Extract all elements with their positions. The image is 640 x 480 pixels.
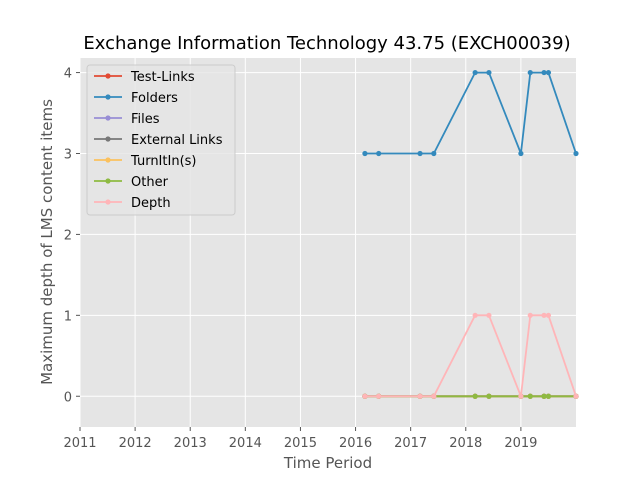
data-point [362, 150, 368, 157]
x-tick-label: 2013 [174, 436, 207, 451]
legend-marker [105, 157, 111, 163]
y-tick-label: 4 [64, 67, 72, 82]
legend-entry: Other [94, 175, 169, 190]
x-tick-label: 2017 [394, 436, 427, 451]
legend-marker [105, 73, 111, 79]
x-tick-label: 2012 [119, 436, 152, 451]
x-tick-label: 2018 [449, 436, 482, 451]
data-point [486, 69, 492, 76]
legend-label: Test-Links [130, 70, 195, 85]
data-point [541, 69, 547, 76]
data-point [362, 393, 368, 399]
data-point [573, 150, 579, 157]
data-point [545, 69, 552, 76]
data-point [541, 393, 547, 399]
legend: Test-Links Folders Files External Links Turn… [86, 64, 236, 216]
legend-label: Other [131, 175, 169, 190]
data-point [527, 69, 533, 76]
x-tick-label: 2011 [63, 436, 96, 451]
x-tick-label: 2014 [229, 436, 262, 451]
y-axis-title: Maximum depth of LMS content items [38, 99, 56, 385]
legend-marker [105, 178, 111, 184]
y-tick-label: 1 [64, 309, 72, 324]
legend-entry: Test-Links [94, 70, 195, 85]
data-point [518, 393, 524, 399]
data-point [417, 150, 423, 157]
legend-label: Folders [131, 91, 178, 106]
legend-label: Files [131, 112, 160, 127]
x-tick-label: 2019 [504, 436, 537, 451]
legend-entry: Folders [94, 91, 178, 106]
data-point [431, 393, 437, 399]
data-point [472, 312, 478, 318]
legend-entry: TurnItIn(s) [94, 154, 196, 169]
data-point [573, 393, 579, 399]
x-tick-label: 2016 [339, 436, 372, 451]
data-point [472, 393, 478, 399]
legend-marker [105, 94, 111, 100]
y-tick-label: 3 [64, 147, 72, 162]
data-point [518, 150, 524, 157]
data-point [376, 393, 382, 399]
legend-label: External Links [131, 133, 223, 148]
legend-entry: Depth [94, 196, 171, 211]
data-point [486, 393, 492, 399]
legend-marker [105, 199, 111, 205]
legend-marker [105, 115, 111, 121]
series-lines [362, 69, 579, 399]
legend-entry: Files [94, 112, 160, 127]
chart-title: Exchange Information Technology 43.75 (E… [83, 33, 570, 54]
data-point [376, 150, 382, 157]
legend-label: TurnItIn(s) [130, 154, 196, 169]
data-point [545, 393, 552, 399]
y-tick-label: 2 [64, 228, 72, 243]
data-point [527, 393, 533, 399]
legend-marker [105, 136, 111, 142]
series-depth [362, 312, 579, 399]
tick-labels: 2011 2012 2013 2014 2015 2016 2017 2018 2019 0 1 2 3… [63, 67, 537, 451]
y-tick-label: 0 [64, 390, 72, 405]
legend-entry: External Links [94, 133, 223, 148]
series-folders [362, 69, 579, 157]
data-point [541, 312, 547, 318]
data-point [527, 312, 533, 318]
data-point [431, 150, 437, 157]
data-point [417, 393, 423, 399]
data-point [472, 69, 478, 76]
x-tick-label: 2015 [284, 436, 317, 451]
legend-label: Depth [131, 196, 171, 211]
legend-box [86, 64, 236, 216]
data-point [486, 312, 492, 318]
data-point [545, 312, 552, 318]
x-axis-title: Time Period [283, 454, 372, 472]
